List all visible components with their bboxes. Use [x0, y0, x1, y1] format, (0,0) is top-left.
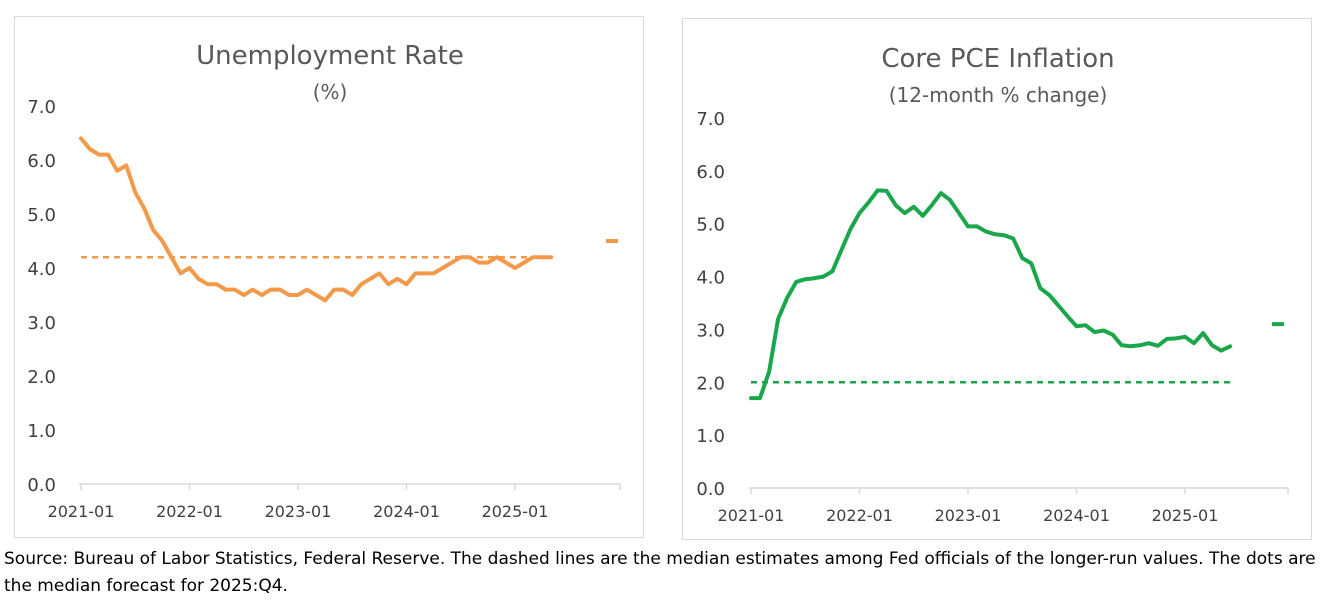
core-pce-subtitle: (12-month % change) — [889, 83, 1108, 107]
unemployment-y-tick-label: 7.0 — [27, 97, 56, 118]
unemployment-x-tick-label: 2025-01 — [482, 502, 549, 521]
chart-panel-unemployment — [14, 16, 644, 538]
unemployment-y-tick-label: 0.0 — [27, 475, 56, 496]
core-pce-x-tick-label: 2021-01 — [718, 506, 785, 525]
unemployment-chart: Unemployment Rate (%) 0.0 1.0 2.0 3.0 4.0 5.0 6.… — [27, 41, 621, 521]
core-pce-x-tick-label: 2022-01 — [826, 506, 893, 525]
unemployment-x-tick-label: 2024-01 — [373, 502, 440, 521]
core-pce-series-line — [749, 188, 1233, 401]
unemployment-y-tick-label: 5.0 — [27, 205, 56, 226]
core-pce-y-tick-label: 5.0 — [696, 215, 725, 236]
core-pce-y-tick-label: 0.0 — [696, 479, 725, 500]
chart-panel-core-pce — [682, 18, 1312, 540]
core-pce-y-tick-label: 6.0 — [696, 162, 725, 183]
unemployment-x-tick-label: 2022-01 — [156, 502, 223, 521]
core-pce-x-tick-label: 2023-01 — [935, 506, 1002, 525]
core-pce-chart: Core PCE Inflation (12-month % change) 0.0… — [696, 44, 1289, 525]
unemployment-y-tick-label: 1.0 — [27, 421, 56, 442]
unemployment-y-tick-label: 6.0 — [27, 151, 56, 172]
unemployment-series-line — [79, 136, 554, 303]
core-pce-x-tick-label: 2025-01 — [1152, 506, 1219, 525]
unemployment-subtitle: (%) — [313, 80, 348, 104]
unemployment-title: Unemployment Rate — [196, 41, 464, 71]
unemployment-x-tick-label: 2021-01 — [48, 502, 115, 521]
unemployment-y-tick-label: 3.0 — [27, 313, 56, 334]
core-pce-y-tick-label: 1.0 — [696, 426, 725, 447]
core-pce-y-tick-label: 4.0 — [696, 268, 725, 289]
core-pce-x-tick-label: 2024-01 — [1043, 506, 1110, 525]
unemployment-y-tick-label: 4.0 — [27, 259, 56, 280]
unemployment-x-tick-label: 2023-01 — [265, 502, 332, 521]
core-pce-y-tick-label: 2.0 — [696, 373, 725, 394]
core-pce-y-tick-label: 7.0 — [696, 109, 725, 130]
unemployment-y-tick-label: 2.0 — [27, 367, 56, 388]
source-note: Source: Bureau of Labor Statistics, Fede… — [4, 549, 1316, 596]
core-pce-y-tick-label: 3.0 — [696, 320, 725, 341]
core-pce-title: Core PCE Inflation — [881, 44, 1114, 74]
